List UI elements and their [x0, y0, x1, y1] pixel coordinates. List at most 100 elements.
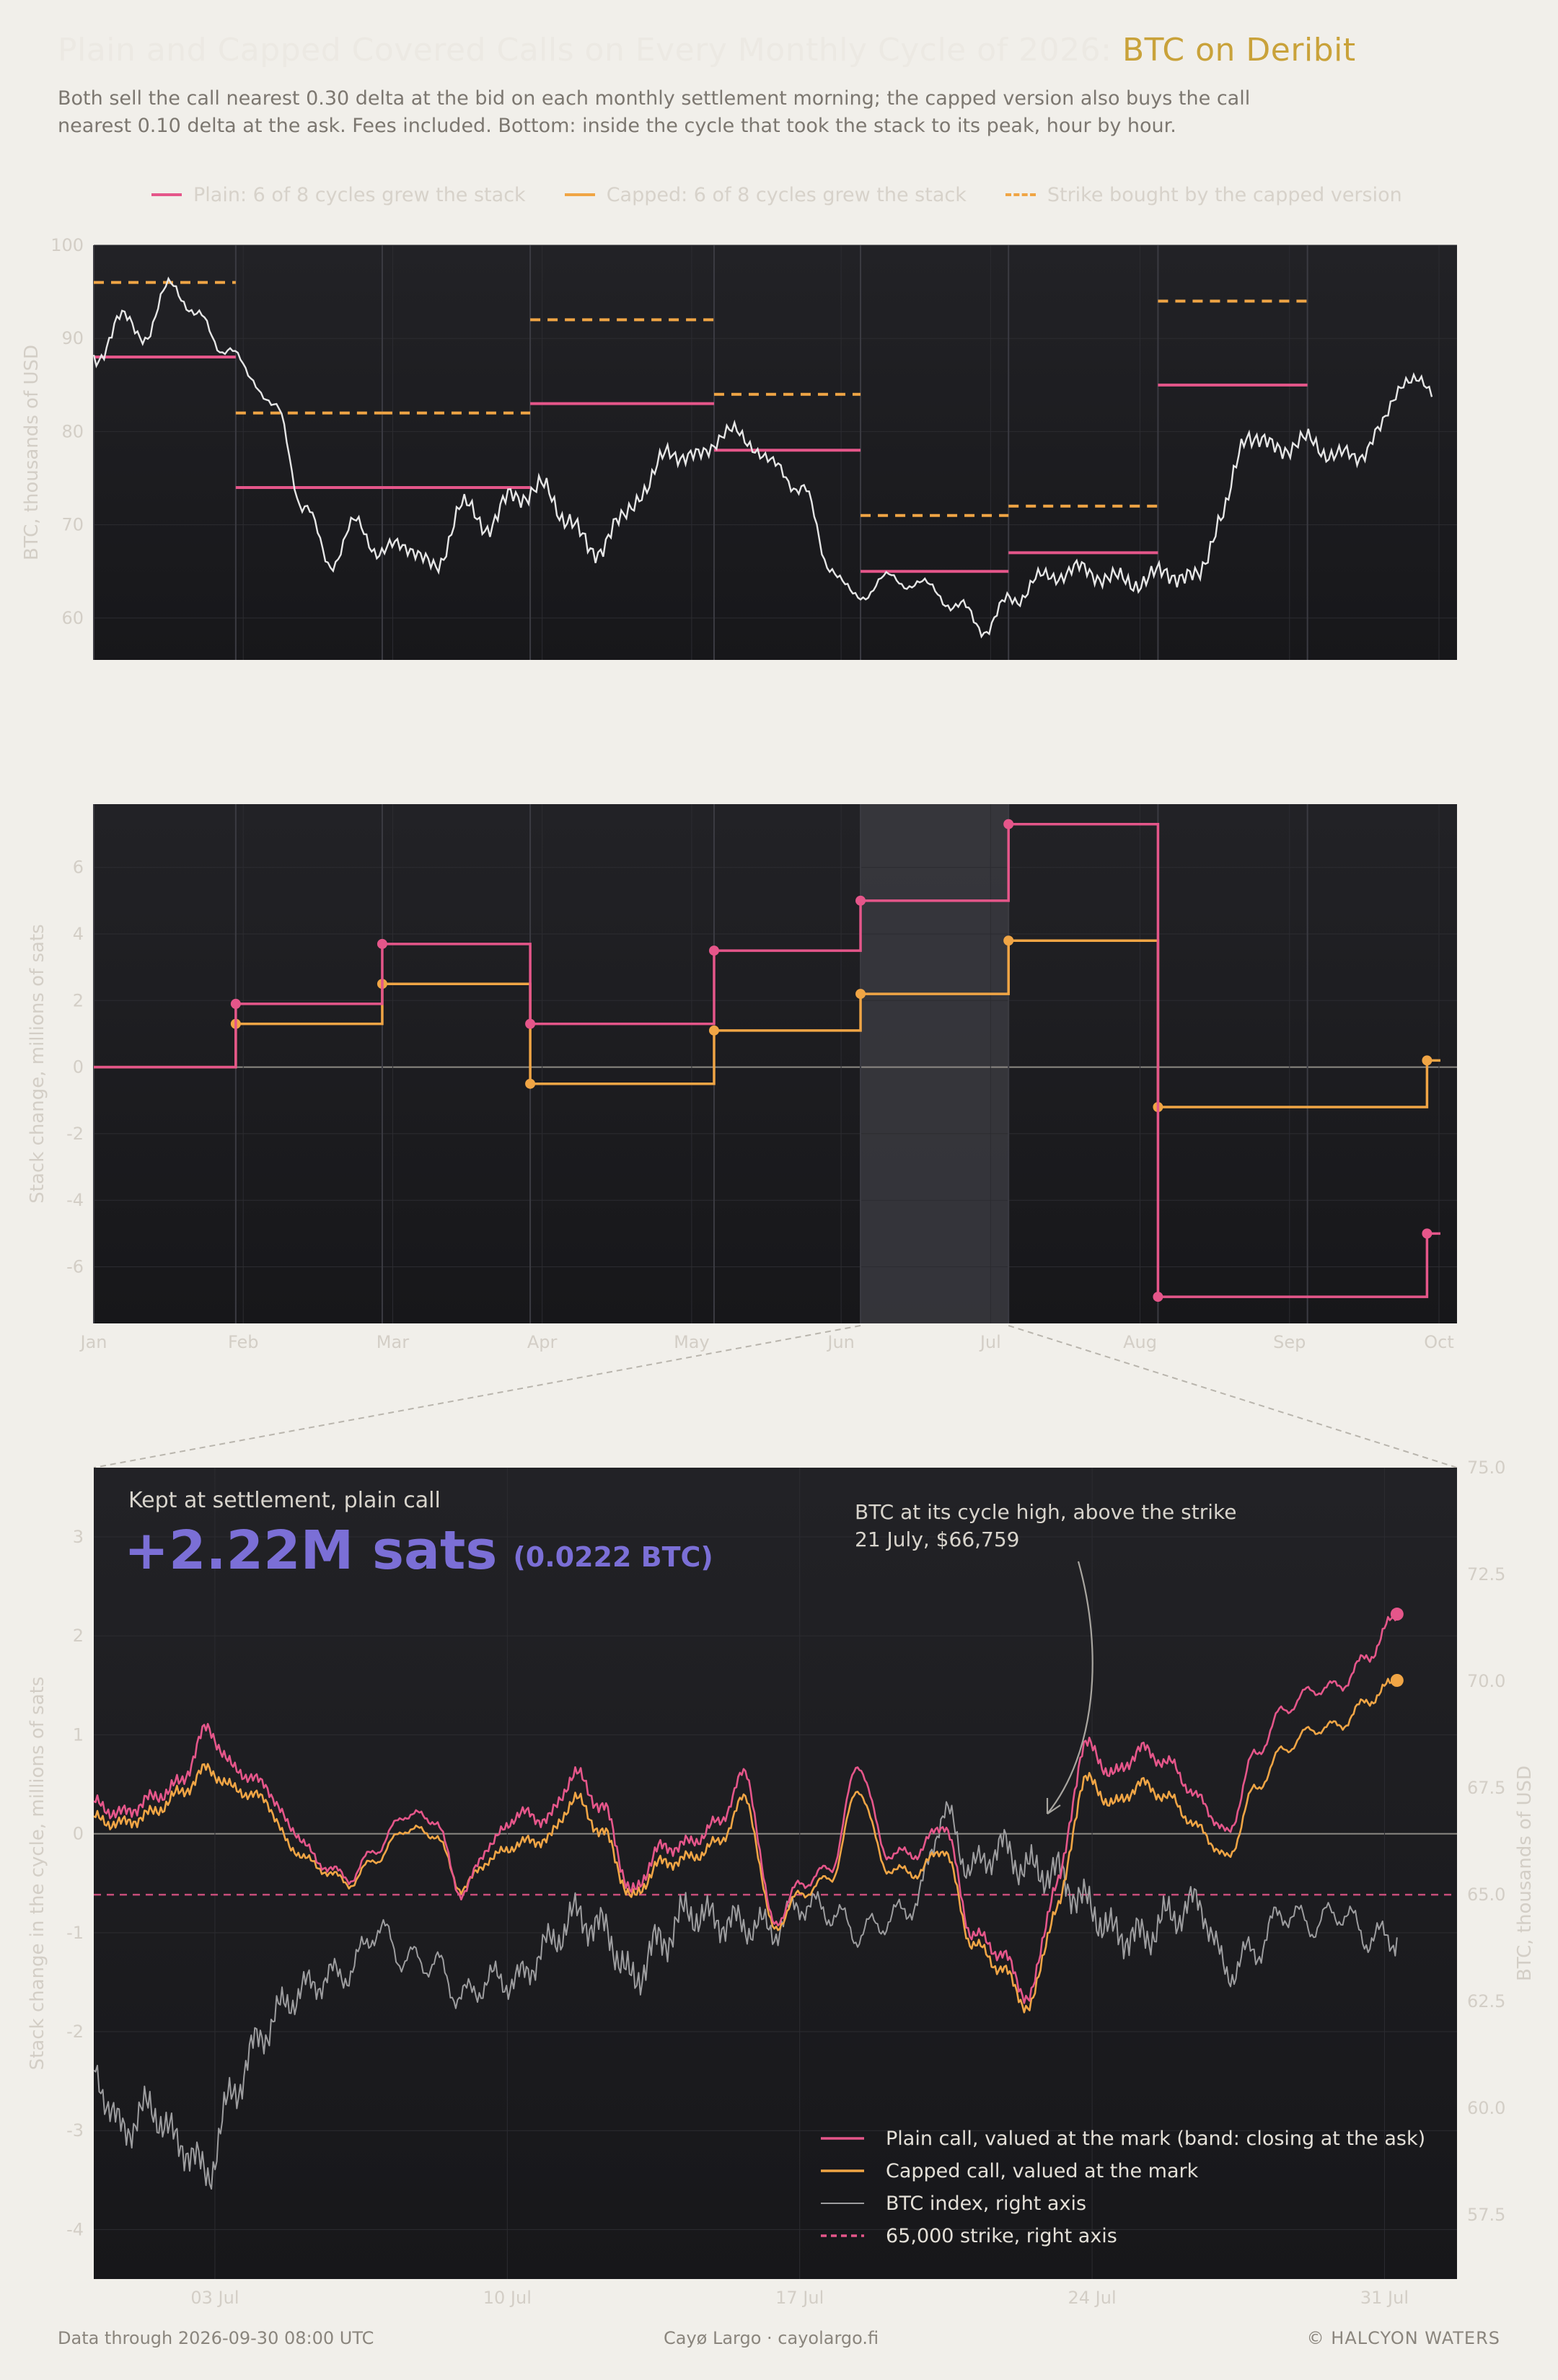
plain-cycle-point: [1422, 1228, 1432, 1239]
x-tick-label: Jul: [979, 1332, 1001, 1352]
y2-tick-label: 72.5: [1467, 1564, 1505, 1585]
stack-panel: -6 -4 -2 0 2 4 6 Jan Feb Mar Apr May Jun Jul Aug Sep Oct…: [27, 804, 1457, 1352]
legend-capped-swatch: [564, 193, 595, 196]
x-tick-label: May: [674, 1332, 710, 1352]
footer-right: © HALCYON WATERS: [1306, 2328, 1500, 2348]
capped-cycle-point: [855, 989, 866, 1000]
y-tick-label: -4: [66, 1190, 84, 1210]
annotation-line1: BTC at its cycle high, above the strike: [855, 1500, 1236, 1524]
highlight-band: [861, 804, 1009, 1323]
capped-cycle-point: [708, 1025, 719, 1036]
y2-axis-label: BTC, thousands of USD: [1514, 1766, 1536, 1981]
x-tick-label: 24 Jul: [1068, 2288, 1117, 2308]
capped-step-line: [94, 939, 1440, 1109]
legend-strike: Strike bought by the capped version: [1005, 184, 1402, 206]
legend-capped: Capped: 6 of 8 cycles grew the stack: [564, 183, 967, 206]
panel3-bg: [94, 1468, 1457, 2279]
footer-left: Data through 2026-09-30 08:00 UTC: [58, 2328, 374, 2348]
capped-cycle-point: [1422, 1055, 1432, 1066]
panel2-bg: [94, 804, 1457, 1323]
plain-step-line: [94, 822, 1440, 1298]
legend-strike-label: 65,000 strike, right axis: [886, 2225, 1117, 2247]
y-axis-label: Stack change, millions of sats: [27, 924, 48, 1203]
y-tick-label: -2: [66, 1124, 84, 1144]
btc-index-line: [93, 1801, 1398, 2190]
y-tick-label: -3: [66, 2120, 84, 2141]
y2-tick-label: 67.5: [1467, 1778, 1505, 1798]
legend-capped-label: Capped: 6 of 8 cycles grew the stack: [606, 183, 967, 206]
title-main: Plain and Capped Covered Calls on Every …: [58, 32, 1112, 69]
x-tick-label: Jun: [826, 1332, 855, 1352]
y-tick-label: 0: [73, 1824, 84, 1844]
x-tick-label: Sep: [1273, 1332, 1306, 1352]
y2-tick-label: 70.0: [1467, 1671, 1505, 1691]
y-tick-label: 6: [73, 858, 84, 878]
capped-final-point: [1390, 1673, 1404, 1687]
zoom-connector: [93, 1325, 1458, 1468]
y2-tick-label: 75.0: [1467, 1458, 1505, 1478]
panel1-bg: [94, 245, 1457, 660]
x-tick-label: 10 Jul: [483, 2288, 532, 2308]
x-tick-label: Jan: [79, 1332, 107, 1352]
y-tick-label: 1: [73, 1724, 84, 1745]
x-tick-label: 03 Jul: [190, 2288, 239, 2308]
x-tick-label: Aug: [1123, 1332, 1157, 1352]
y-tick-label: 2: [73, 990, 84, 1010]
capped-cycle-point: [1003, 935, 1014, 946]
annotation-line2: 21 July, $66,759: [855, 1528, 1019, 1551]
legend-strike-swatch: [1005, 193, 1036, 196]
legend-plain-label: Plain call, valued at the mark (band: cl…: [886, 2128, 1425, 2150]
chart-title: Plain and Capped Covered Calls on Every …: [58, 32, 1356, 69]
plain-cycle-point: [377, 938, 387, 949]
y2-tick-label: 60.0: [1467, 2098, 1505, 2118]
plain-cycle-point: [855, 895, 866, 906]
capped-call-line: [93, 1678, 1399, 2014]
x-tick-label: Mar: [377, 1332, 409, 1352]
x-tick-label: Oct: [1424, 1332, 1454, 1352]
plain-cycle-point: [708, 946, 719, 956]
plain-cycle-point: [525, 1018, 536, 1029]
legend-plain: Plain: 6 of 8 cycles grew the stack: [151, 184, 526, 206]
annotation-arrowhead: [1046, 1798, 1061, 1815]
legend-plain-swatch: [151, 193, 182, 196]
y-tick-label: 90: [61, 328, 84, 348]
top-legend: Plain: 6 of 8 cycles grew the stack Capp…: [151, 180, 1402, 209]
y-tick-label: -1: [66, 1923, 84, 1943]
y-tick-label: 0: [73, 1057, 84, 1077]
plain-cycle-point: [1003, 819, 1014, 829]
kpi-sub: (0.0222 BTC): [513, 1541, 713, 1573]
y2-tick-label: 62.5: [1467, 1991, 1505, 2011]
y-tick-label: 3: [73, 1527, 84, 1547]
kpi-value: +2.22M sats: [124, 1520, 497, 1582]
y-tick-label: 60: [61, 608, 84, 628]
y-tick-label: -4: [66, 2219, 84, 2239]
x-tick-label: 17 Jul: [775, 2288, 824, 2308]
y-tick-label: -2: [66, 2022, 84, 2042]
chart-subtitle: Both sell the call nearest 0.30 delta at…: [58, 87, 1251, 137]
btc-price-line: [92, 276, 1433, 639]
y-tick-label: 100: [50, 235, 84, 255]
y-tick-label: 70: [61, 515, 84, 535]
legend-strike-label: Strike bought by the capped version: [1047, 183, 1402, 206]
y-tick-label: 80: [61, 421, 84, 441]
zoom-line-left: [93, 1325, 861, 1468]
zoom-line-right: [1008, 1325, 1458, 1468]
capped-cycle-point: [525, 1078, 536, 1089]
legend-btc-label: BTC index, right axis: [886, 2192, 1086, 2215]
plain-cycle-point: [1153, 1292, 1163, 1303]
legend-capped-label: Capped call, valued at the mark: [886, 2160, 1199, 2182]
y-axis-label: BTC, thousands of USD: [21, 345, 43, 560]
kpi-label: Kept at settlement, plain call: [128, 1488, 441, 1513]
y-tick-label: 4: [73, 924, 84, 944]
y-axis-label: Stack change in the cycle, millions of s…: [27, 1677, 48, 2071]
cycle-detail-panel: -4 -3 -2 -1 0 1 2 3 57.5 60.0 62.5 65.0 67.5 70.0 72.5…: [27, 1458, 1536, 2308]
plain-cycle-point: [230, 998, 241, 1009]
x-tick-label: Feb: [228, 1332, 259, 1352]
plain-final-point: [1390, 1608, 1404, 1621]
footer-mid: Cayø Largo · cayolargo.fi: [664, 2328, 879, 2348]
x-tick-label: Apr: [527, 1332, 558, 1352]
y-tick-label: 2: [73, 1626, 84, 1646]
y2-tick-label: 65.0: [1467, 1885, 1505, 1905]
title-highlight: BTC on Deribit: [1122, 32, 1356, 69]
